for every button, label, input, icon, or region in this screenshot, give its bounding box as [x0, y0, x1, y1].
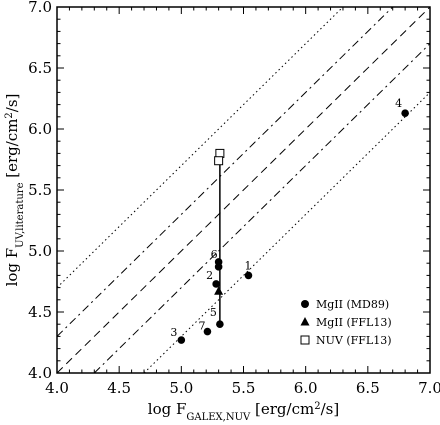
circle-marker — [401, 109, 409, 117]
legend-label-mgii-ffl13: MgII (FFL13) — [316, 316, 392, 329]
x-tick-label: 6.5 — [356, 379, 380, 397]
x-tick-label: 4.0 — [45, 379, 69, 397]
circle-marker — [212, 280, 220, 288]
legend-label-nuv-ffl13: NUV (FFL13) — [316, 334, 392, 347]
y-axis-label-unit-sup: 2 — [4, 112, 15, 118]
legend-triangle-marker — [300, 317, 310, 326]
point-label-5: 5 — [210, 306, 217, 319]
legend-circle-marker — [301, 300, 309, 308]
legend-label-mgii-md89: MgII (MD89) — [316, 298, 389, 311]
y-tick-label: 6.5 — [28, 59, 52, 77]
reference-line-dashdot-4 — [93, 43, 431, 374]
y-tick-label: 6.0 — [28, 120, 52, 138]
point-label-7: 7 — [198, 320, 205, 333]
circle-marker — [214, 263, 223, 271]
plot-frame — [56, 6, 431, 374]
tick-labels: 4.0 4.5 5.0 5.5 6.0 6.5 7.0 4.0 4.5 5.0 5.5 6.0 6.5 7… — [28, 0, 440, 397]
reference-line-dashed-3 — [56, 6, 431, 374]
reference-line-dotted-1 — [56, 6, 344, 288]
y-tick-label: 5.5 — [28, 181, 52, 199]
legend-square-marker — [300, 335, 310, 345]
point-label-6: 6 — [211, 248, 218, 261]
x-tick-label: 4.5 — [107, 379, 131, 397]
x-axis-label-main: log F — [148, 400, 187, 418]
point-label-2: 2 — [206, 269, 213, 282]
open-square-marker — [214, 156, 224, 166]
x-tick-label: 5.0 — [169, 379, 193, 397]
reference-line-dashdot-2 — [56, 6, 394, 337]
y-axis-label-main: log F — [3, 248, 21, 287]
y-axis-label-sub: UV,literature — [15, 182, 26, 247]
x-axis-label: log FGALEX,NUV [erg/cm2/s] — [148, 400, 339, 423]
point-labels: 1 2 3 4 5 6 7 — [170, 97, 402, 339]
x-tick-label: 6.0 — [294, 379, 318, 397]
y-tick-label: 4.5 — [28, 303, 52, 321]
point-label-1: 1 — [244, 259, 251, 272]
x-axis-label-unit-sup: 2 — [314, 401, 320, 412]
x-axis-label-unit: [erg/cm — [250, 400, 314, 418]
legend: MgII (MD89) MgII (FFL13) NUV (FFL13) — [300, 298, 392, 347]
reference-line-dotted-5 — [143, 92, 431, 374]
y-axis-label-unit: [erg/cm — [3, 119, 21, 183]
y-tick-label: 7.0 — [28, 0, 52, 16]
x-axis-label-sub: GALEX,NUV — [186, 412, 251, 423]
point-label-3: 3 — [170, 326, 177, 339]
y-axis-label: log FUV,literature [erg/cm2/s] — [3, 94, 26, 287]
y-tick-label: 4.0 — [28, 364, 52, 382]
circle-marker — [203, 327, 212, 336]
circle-marker — [244, 271, 253, 280]
data-markers — [177, 109, 409, 344]
x-axis-label-unit-end: /s] — [321, 400, 340, 418]
y-axis-label-unit-end: /s] — [3, 94, 21, 113]
x-tick-label: 5.5 — [232, 379, 256, 397]
point-label-4: 4 — [395, 97, 402, 110]
x-tick-label: 7.0 — [418, 379, 440, 397]
reference-lines — [56, 6, 431, 374]
triangle-marker — [214, 286, 224, 295]
open-square-marker — [215, 148, 225, 158]
circle-marker — [216, 320, 224, 329]
y-tick-label: 5.0 — [28, 242, 52, 260]
circle-marker — [177, 336, 186, 344]
